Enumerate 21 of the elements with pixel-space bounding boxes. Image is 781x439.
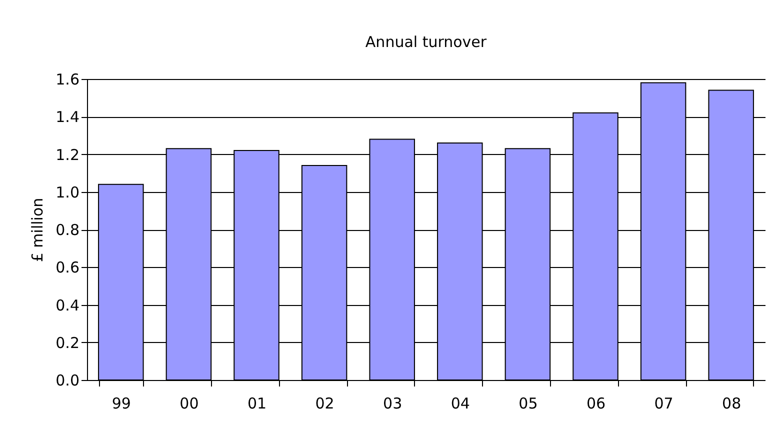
y-tick-label: 1.4 — [56, 108, 80, 126]
chart-title: Annual turnover — [365, 33, 488, 51]
x-tick-label: 05 — [518, 394, 538, 412]
x-tick-label: 02 — [315, 394, 334, 412]
y-tick-label: 0.6 — [56, 258, 80, 277]
x-tick-label: 08 — [722, 394, 742, 412]
y-tick-label: 1.2 — [56, 146, 80, 164]
x-tick-label: 99 — [112, 394, 131, 412]
y-tick-label: 0.8 — [56, 221, 80, 239]
y-tick-label: 1.6 — [56, 70, 80, 88]
x-tick-label: 03 — [383, 394, 402, 412]
y-tick-label: 1.0 — [56, 183, 80, 202]
y-tick-label: 0.2 — [56, 334, 80, 352]
y-tick-label: 0.0 — [56, 372, 80, 390]
x-tick-label: 06 — [586, 394, 606, 412]
x-tick-label: 00 — [180, 394, 199, 412]
x-tick-label: 07 — [654, 394, 674, 412]
y-tick-label: 0.4 — [56, 296, 80, 314]
y-axis-title: £ million — [28, 198, 47, 262]
x-tick-label: 01 — [247, 394, 267, 412]
x-tick-label: 04 — [450, 394, 470, 412]
